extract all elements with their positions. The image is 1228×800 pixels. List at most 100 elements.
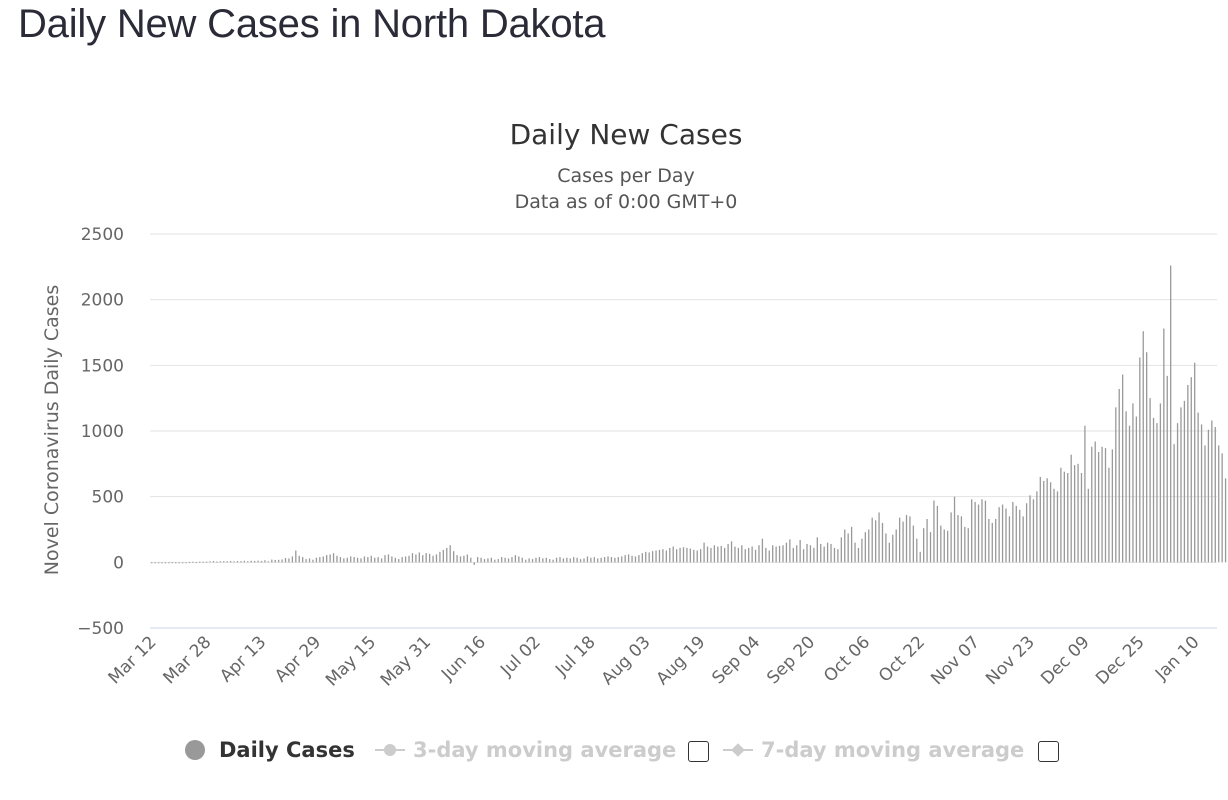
bar-daily-cases [634, 556, 637, 563]
bar-daily-cases [1194, 362, 1196, 563]
bar-daily-cases [748, 547, 750, 563]
bar-daily-cases [525, 559, 527, 563]
bar-daily-cases [775, 546, 777, 563]
bar-daily-cases [315, 557, 318, 563]
bar-daily-cases [555, 557, 558, 563]
bar-daily-cases [470, 557, 472, 563]
bar-daily-cases [833, 547, 836, 563]
bar-daily-cases [916, 538, 918, 563]
bar-daily-cases [940, 525, 942, 563]
bar-daily-cases [796, 545, 798, 563]
bar-daily-cases [1132, 403, 1134, 563]
bar-daily-cases [404, 556, 407, 563]
bar-daily-cases [830, 543, 832, 563]
bar-daily-cases [353, 557, 355, 563]
bar-daily-cases [205, 561, 208, 563]
bar-daily-cases [967, 528, 969, 563]
bar-daily-cases [593, 557, 595, 563]
bar-daily-cases [326, 555, 328, 563]
y-tick-label: 1500 [81, 356, 124, 376]
bar-daily-cases [727, 543, 729, 563]
bar-daily-cases [686, 547, 688, 563]
bar-daily-cases [312, 559, 314, 563]
bar-daily-cases [223, 561, 225, 563]
bar-daily-cases [947, 530, 949, 563]
bar-daily-cases [1015, 505, 1017, 563]
bar-daily-cases [1115, 407, 1117, 563]
bar-daily-cases [425, 553, 427, 563]
bar-daily-cases [1190, 377, 1192, 563]
bar-daily-cases [1204, 445, 1206, 563]
bar-daily-cases [696, 550, 698, 563]
bar-daily-cases [1073, 465, 1076, 563]
bar-daily-cases [1211, 420, 1213, 563]
bar-daily-cases [936, 505, 939, 563]
bar-daily-cases [274, 559, 276, 563]
bar-daily-cases [857, 547, 860, 563]
bar-daily-cases [175, 562, 177, 564]
bar-daily-cases [679, 547, 681, 563]
bar-daily-cases [703, 542, 705, 563]
bar-daily-cases [744, 549, 746, 563]
checkbox-3-day-moving-average[interactable] [688, 741, 709, 762]
legend-item-3-day-moving-average[interactable]: 3-day moving average [375, 732, 676, 768]
bar-daily-cases [542, 558, 544, 563]
x-tick-label: Aug 03 [598, 632, 655, 689]
bar-daily-cases [411, 553, 414, 563]
bar-daily-cases [1180, 407, 1182, 563]
bar-daily-cases [511, 557, 513, 563]
bar-daily-cases [370, 555, 372, 563]
bar-daily-cases [257, 560, 259, 563]
bar-daily-cases [607, 556, 609, 563]
bar-daily-cases [562, 558, 565, 563]
bar-daily-cases [363, 556, 366, 563]
bar-daily-cases [295, 550, 297, 563]
bar-daily-cases [765, 547, 767, 563]
bars-daily-cases [151, 265, 1227, 565]
bar-daily-cases [422, 555, 424, 563]
bar-daily-cases [1029, 495, 1031, 563]
bar-daily-cases [998, 507, 1000, 563]
bar-daily-cases [446, 547, 448, 563]
y-axis-title: Novel Coronavirus Daily Cases [41, 285, 63, 576]
bar-daily-cases [1043, 480, 1045, 563]
bar-daily-cases [199, 561, 201, 563]
bar-daily-cases [1135, 416, 1138, 563]
bar-daily-cases [1080, 473, 1083, 563]
bar-daily-cases [178, 562, 180, 564]
bar-daily-cases [1067, 473, 1069, 563]
legend-item-daily-cases[interactable]: Daily Cases [185, 732, 355, 768]
bar-daily-cases [768, 550, 770, 563]
bar-daily-cases [1122, 374, 1124, 563]
bar-daily-cases [868, 529, 870, 563]
x-tick-label: Dec 09 [1037, 632, 1094, 689]
x-tick-label: Apr 13 [216, 632, 270, 686]
bar-daily-cases [1173, 444, 1175, 563]
bar-daily-cases [689, 548, 692, 563]
bar-daily-cases [778, 545, 781, 563]
checkbox-7-day-moving-average[interactable] [1038, 741, 1059, 762]
chart-title: Daily New Cases [510, 118, 743, 151]
bar-daily-cases [1183, 400, 1186, 563]
bar-daily-cases [1019, 509, 1021, 563]
bar-daily-cases [247, 561, 249, 563]
bar-daily-cases [981, 499, 983, 563]
bar-daily-cases [264, 560, 266, 563]
x-tick-label: Oct 06 [820, 632, 874, 686]
bar-daily-cases [1005, 508, 1007, 563]
bar-daily-cases [1118, 388, 1120, 563]
bar-daily-cases [960, 516, 963, 563]
bar-daily-cases [590, 557, 592, 563]
bar-daily-cases [964, 526, 966, 563]
bar-daily-cases [933, 500, 935, 563]
x-tick-label: Jul 18 [551, 632, 599, 680]
legend-item-7-day-moving-average[interactable]: 7-day moving average [723, 732, 1024, 768]
bar-daily-cases [302, 557, 304, 563]
bar-daily-cases [456, 555, 458, 563]
bar-daily-cases [219, 561, 221, 563]
bar-daily-cases [850, 526, 853, 563]
chart-legend: Daily Cases 3-day moving average 7-day m… [180, 732, 1180, 768]
bar-daily-cases [627, 554, 630, 563]
bar-daily-cases [487, 558, 489, 563]
